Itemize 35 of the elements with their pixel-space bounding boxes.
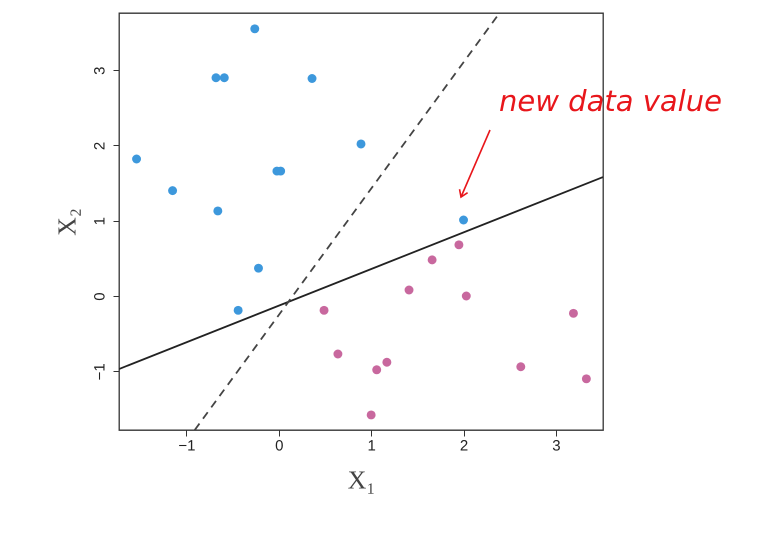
x-tick-label: −1 [178, 438, 196, 454]
point [254, 264, 263, 273]
point [333, 350, 342, 358]
x-tick-label: 1 [367, 438, 376, 454]
point [234, 306, 243, 315]
x-axis-title: X₁ [348, 466, 376, 494]
point [459, 216, 468, 224]
x-tick-label: 0 [275, 438, 284, 454]
point [428, 255, 437, 264]
point [516, 362, 526, 372]
y-tick-label: 0 [92, 292, 108, 301]
point [454, 240, 464, 250]
y-axis-title: X₂ [52, 208, 82, 236]
y-tick-label: −1 [92, 363, 108, 380]
point [212, 73, 220, 82]
point [220, 73, 229, 82]
point [308, 74, 317, 83]
point [382, 358, 392, 367]
point [372, 365, 382, 374]
point [320, 306, 329, 315]
x-tick-label: 3 [552, 438, 561, 454]
point [366, 410, 376, 420]
point [132, 154, 142, 164]
point [568, 308, 578, 318]
y-tick-label: 1 [92, 217, 108, 226]
point [582, 374, 591, 384]
point [356, 140, 366, 148]
x-tick-label: 2 [460, 438, 468, 454]
y-tick-label: 3 [92, 66, 108, 75]
point [404, 286, 414, 294]
point [250, 24, 260, 34]
point [462, 292, 471, 300]
point [213, 206, 222, 216]
point [168, 186, 178, 196]
y-tick-label: 2 [92, 142, 108, 150]
